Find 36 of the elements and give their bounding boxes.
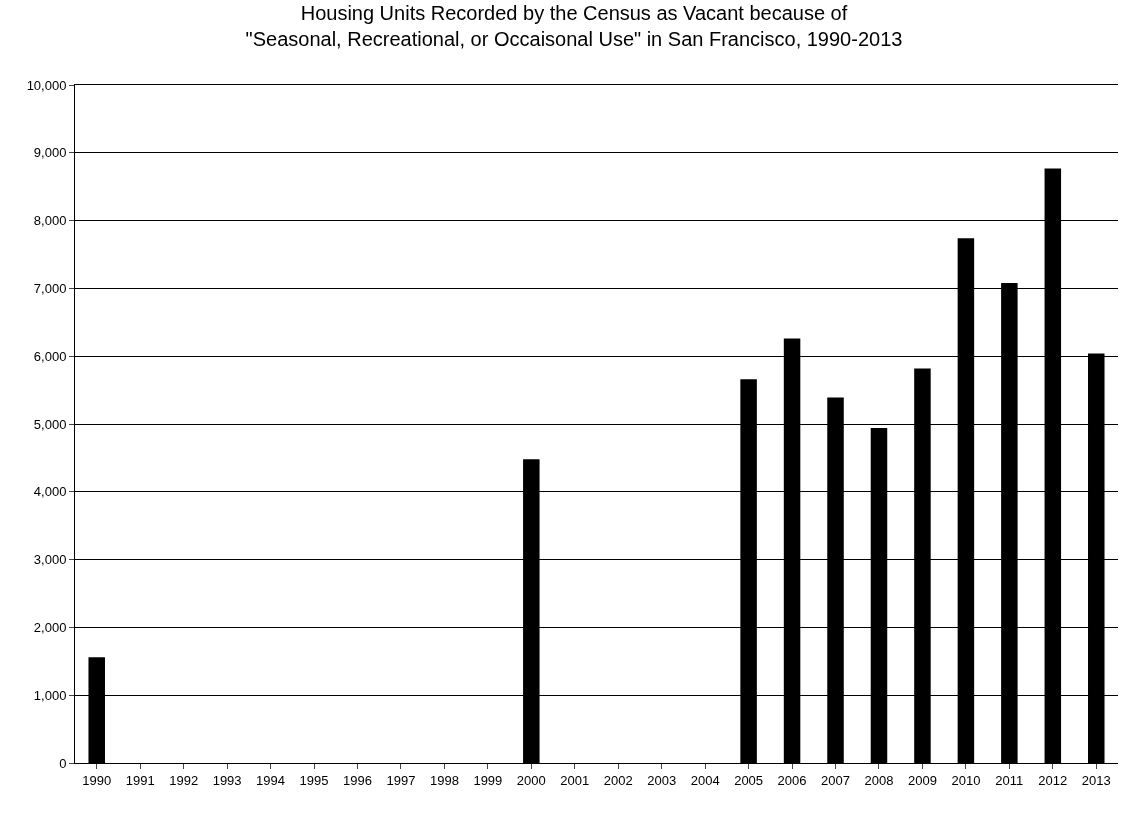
- x-tick-label: 2011: [995, 772, 1024, 788]
- x-tick-label: 1995: [299, 772, 329, 788]
- x-tick-label: 2009: [907, 772, 937, 788]
- y-tick-label: 5,000: [33, 416, 67, 432]
- x-tick-label: 2003: [647, 772, 677, 788]
- y-tick-label: 10,000: [26, 77, 67, 93]
- x-tick-label: 2004: [690, 772, 720, 788]
- y-tick-label: 7,000: [33, 280, 67, 296]
- y-tick-label: 8,000: [33, 213, 67, 229]
- x-tick-label: 1997: [386, 772, 416, 788]
- x-tick-label: 1990: [82, 772, 112, 788]
- y-tick-label: 0: [59, 755, 67, 771]
- y-tick-label: 9,000: [33, 145, 67, 161]
- y-tick-label: 6,000: [33, 348, 67, 364]
- x-tick-label: 1993: [212, 772, 242, 788]
- x-tick-label: 1992: [169, 772, 199, 788]
- x-tick-label: 2001: [560, 772, 590, 788]
- x-tick-label: 2006: [777, 772, 807, 788]
- x-tick-label: 2013: [1081, 772, 1111, 788]
- x-tick-label: 2007: [821, 772, 850, 788]
- y-tick-label: 4,000: [33, 484, 67, 500]
- x-tick-label: 2005: [734, 772, 764, 788]
- x-tick-label: 2010: [951, 772, 981, 788]
- x-tick-label: 2002: [603, 772, 633, 788]
- x-tick-label: 2000: [516, 772, 546, 788]
- x-tick-label: 2008: [864, 772, 894, 788]
- y-tick-label: 3,000: [33, 552, 67, 568]
- y-tick-label: 2,000: [33, 619, 67, 635]
- x-tick-label: 2012: [1038, 772, 1068, 788]
- chart-title: Housing Units Recorded by the Census as Vacant because of "Seasonal, Recreational, or Occaisonal Use" in San Francisco, 1990-2013: [245, 2, 903, 51]
- x-tick-label: 1998: [429, 772, 459, 788]
- x-tick-label: 1994: [256, 772, 286, 788]
- x-tick-label: 1991: [125, 772, 155, 788]
- y-tick-label: 1,000: [33, 687, 67, 703]
- x-tick-label: 1996: [343, 772, 372, 788]
- x-tick-label: 1999: [473, 772, 503, 788]
